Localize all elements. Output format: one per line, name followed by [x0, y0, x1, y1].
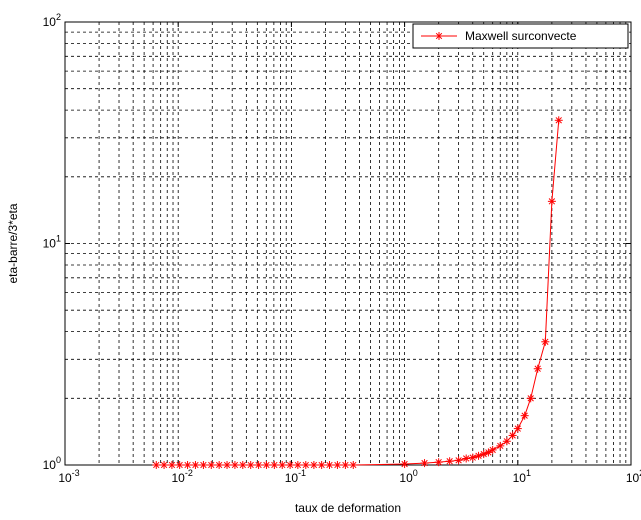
- data-point-marker: [246, 461, 255, 469]
- data-point-marker: [230, 461, 239, 469]
- y-axis-label: eta-barre/3*eta: [6, 203, 20, 283]
- data-point-marker: [434, 458, 443, 467]
- data-point-marker: [160, 461, 169, 469]
- data-point-marker: [333, 461, 342, 469]
- data-point-marker: [215, 461, 224, 469]
- data-point-marker: [278, 461, 287, 469]
- data-point-marker: [554, 116, 563, 125]
- data-point-marker: [508, 431, 517, 440]
- data-point-marker: [502, 437, 511, 446]
- data-point-marker: [199, 461, 208, 469]
- x-tick-label: 102: [626, 468, 641, 485]
- data-point-marker: [462, 454, 471, 463]
- x-tick-label: 101: [513, 468, 531, 485]
- data-point-marker: [223, 461, 232, 469]
- data-point-marker: [520, 411, 529, 420]
- data-point-marker: [301, 461, 310, 469]
- data-point-marker: [454, 456, 463, 465]
- legend-entry-label: Maxwell surconvecte: [465, 29, 577, 43]
- data-point-marker: [468, 453, 477, 462]
- data-point-marker: [152, 461, 161, 469]
- data-point-marker: [349, 461, 358, 469]
- legend: Maxwell surconvecte: [412, 23, 629, 49]
- data-point-marker: [309, 461, 318, 469]
- y-tick-label: 100: [43, 455, 61, 472]
- data-point-marker: [254, 461, 263, 469]
- data-point-marker: [183, 461, 192, 469]
- data-point-marker: [496, 441, 505, 450]
- data-point-marker: [238, 461, 247, 469]
- data-point-marker: [191, 461, 200, 469]
- data-point-marker: [547, 197, 556, 206]
- data-point-marker: [513, 424, 522, 433]
- data-point-marker: [293, 461, 302, 469]
- series-group: [152, 116, 563, 469]
- data-point-marker: [262, 461, 271, 469]
- data-point-marker: [325, 461, 334, 469]
- legend-marker-asterisk: [435, 32, 443, 40]
- data-point-marker: [488, 445, 497, 454]
- data-point-marker: [420, 459, 429, 468]
- x-tick-label: 100: [399, 468, 417, 485]
- data-point-marker: [207, 461, 216, 469]
- legend-asterisk: [435, 32, 443, 40]
- data-point-marker: [533, 364, 542, 373]
- y-axis-ticks: 100 101 102: [43, 12, 631, 472]
- data-point-marker: [167, 461, 176, 469]
- x-tick-label: 10-3: [58, 468, 79, 485]
- data-point-marker: [175, 461, 184, 469]
- data-point-marker: [400, 460, 409, 469]
- data-point-marker: [286, 461, 295, 469]
- data-point-marker: [317, 461, 326, 469]
- x-axis-label: taux de deformation: [295, 501, 401, 515]
- data-point-marker: [341, 461, 350, 469]
- data-point-marker: [484, 448, 493, 457]
- x-axis-ticks: 10-3 10-2 10-1 100 101 102: [58, 22, 641, 485]
- data-point-marker: [270, 461, 279, 469]
- y-tick-label: 102: [43, 12, 61, 29]
- x-tick-label: 10-2: [172, 468, 193, 485]
- y-tick-label: 101: [43, 234, 61, 251]
- data-point-marker: [541, 337, 550, 346]
- data-point-marker: [526, 394, 535, 403]
- x-tick-label: 10-1: [285, 468, 306, 485]
- data-point-marker: [445, 457, 454, 466]
- grid: [65, 22, 631, 465]
